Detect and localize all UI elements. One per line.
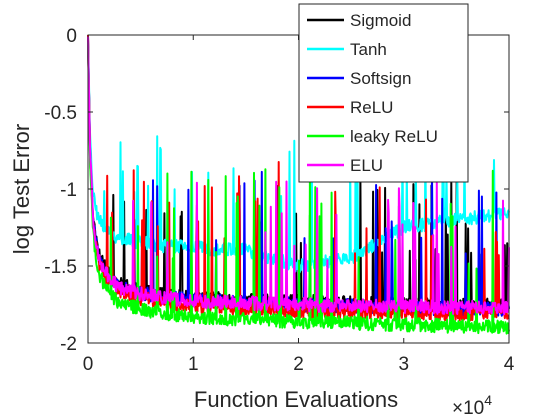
series-line-leaky-relu [87,41,510,335]
y-tick-label: -2 [60,334,77,355]
x-exponent-base: ×10 [452,398,484,419]
y-tick-label: -1 [60,180,77,201]
legend-label: ReLU [350,98,393,117]
legend-label: Sigmoid [350,11,411,30]
x-exponent-power: 4 [484,392,492,408]
x-tick-label: 2 [293,354,304,375]
x-tick-label: 1 [188,354,199,375]
series-layer [87,34,510,335]
y-tick-label: 0 [66,26,77,47]
legend-box [298,3,469,183]
legend-label: Softsign [350,69,411,88]
y-tick-label: -1.5 [44,257,77,278]
tick-layer: 0 1 2 3 4 -2 -1.5 -1 -0.5 0 [44,26,514,375]
legend: Sigmoid Tanh Softsign ReLU leaky ReLU ELU [298,3,469,183]
x-tick-label: 4 [504,354,515,375]
legend-label: leaky ReLU [350,127,438,146]
legend-label: Tanh [350,40,387,59]
x-axis-label: Function Evaluations [194,387,398,412]
y-tick-label: -0.5 [44,103,77,124]
series-line-elu [87,36,510,316]
x-tick-label: 3 [398,354,409,375]
x-axis-exponent: ×104 [452,392,492,419]
y-axis-label: log Test Error [9,124,34,254]
x-tick-label: 0 [83,354,94,375]
legend-label: ELU [350,156,383,175]
